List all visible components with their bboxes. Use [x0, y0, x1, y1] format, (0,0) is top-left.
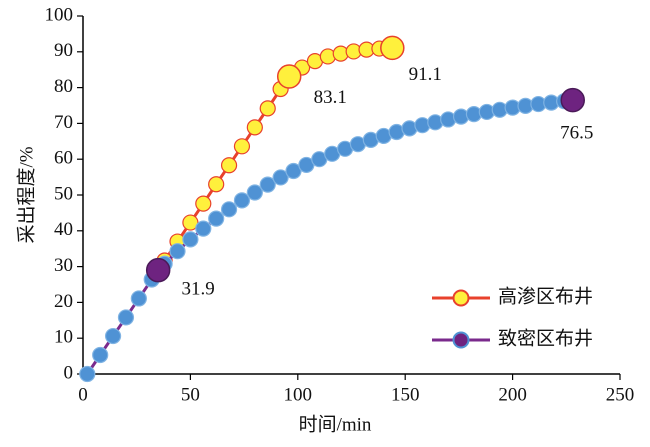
- y-tick-label: 80: [54, 76, 73, 97]
- legend-label: 高渗区布井: [498, 285, 593, 307]
- marker: [246, 119, 263, 136]
- marker: [272, 169, 289, 186]
- marker: [259, 176, 276, 193]
- legend-label: 致密区布井: [498, 327, 593, 349]
- marker: [182, 231, 199, 248]
- y-tick-label: 50: [54, 183, 73, 204]
- highlight-marker: [276, 64, 302, 89]
- y-tick-label: 20: [54, 291, 73, 312]
- marker: [208, 176, 225, 193]
- marker: [169, 243, 186, 260]
- x-tick-label: 250: [606, 384, 635, 405]
- x-tick-label: 0: [78, 384, 88, 405]
- marker: [233, 192, 251, 209]
- marker: [259, 100, 276, 117]
- marker: [130, 290, 147, 307]
- annotation: 31.9: [182, 279, 215, 300]
- legend-marker: [452, 331, 470, 349]
- y-tick-label: 100: [45, 4, 74, 25]
- annotation: 91.1: [409, 64, 442, 85]
- highlight-marker: [380, 35, 405, 61]
- y-tick-label: 90: [54, 40, 73, 61]
- marker: [182, 214, 199, 231]
- marker: [195, 195, 212, 212]
- y-tick-label: 40: [54, 219, 73, 240]
- marker: [285, 162, 302, 180]
- x-axis-title: 时间/min: [299, 413, 372, 435]
- y-tick-label: 70: [54, 112, 73, 133]
- marker: [117, 309, 135, 326]
- y-tick-label: 60: [54, 148, 73, 169]
- y-tick-label: 0: [64, 362, 74, 383]
- marker: [79, 365, 96, 383]
- marker: [104, 327, 122, 345]
- y-tick-label: 30: [54, 255, 73, 276]
- highlight-marker: [145, 257, 171, 283]
- marker: [208, 210, 225, 227]
- marker: [246, 184, 263, 201]
- legend-marker: [452, 289, 470, 307]
- marker: [233, 138, 251, 155]
- y-tick-label: 10: [54, 327, 73, 348]
- annotation: 83.1: [314, 87, 347, 108]
- x-tick-label: 200: [498, 384, 527, 405]
- annotation: 76.5: [560, 122, 593, 143]
- x-tick-label: 100: [284, 384, 313, 405]
- marker: [220, 157, 238, 174]
- y-axis-title: 采出程度/%: [15, 146, 37, 243]
- marker: [195, 220, 212, 237]
- x-tick-label: 50: [181, 384, 200, 405]
- x-tick-label: 150: [391, 384, 420, 405]
- marker: [92, 346, 109, 364]
- marker: [220, 201, 238, 218]
- highlight-marker: [560, 87, 585, 113]
